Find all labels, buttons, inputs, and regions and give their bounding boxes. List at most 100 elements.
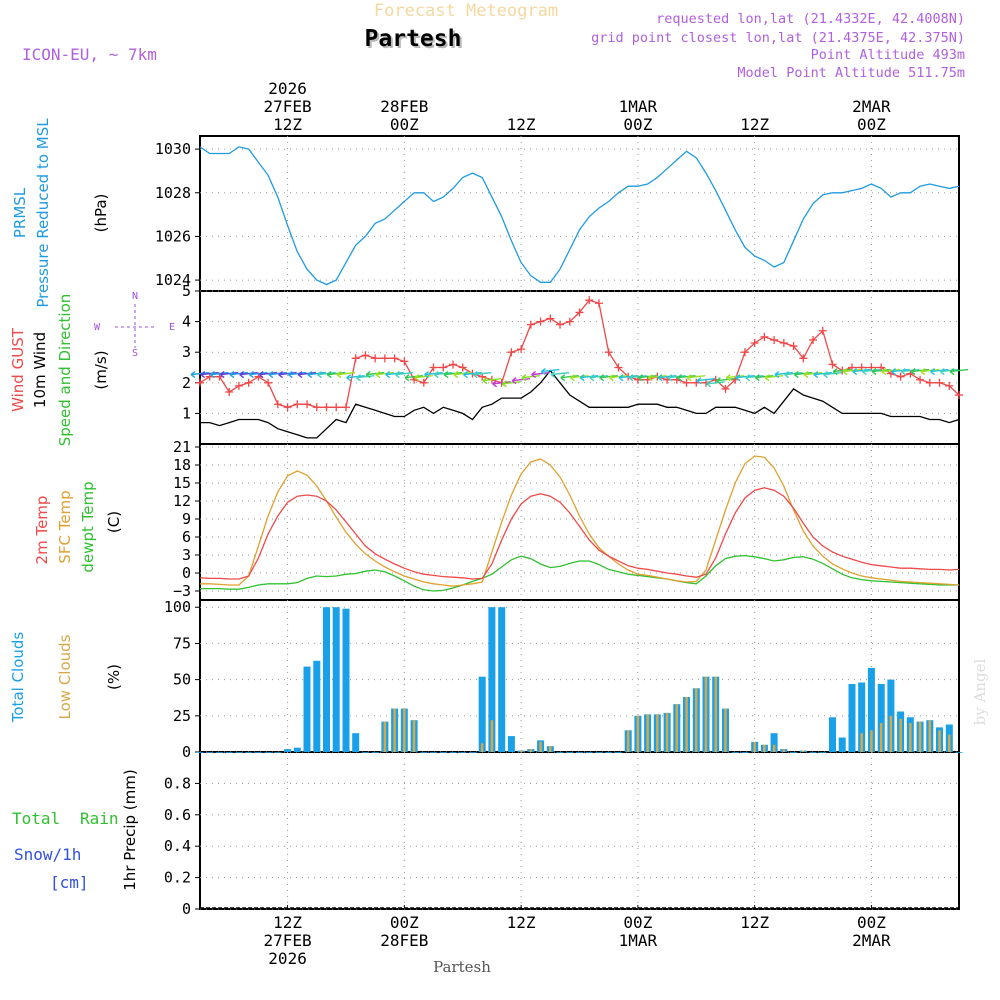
grid-point-coordinates: grid point closest lon,lat (21.4375E, 42… xyxy=(591,30,965,46)
wind-vector-arrow xyxy=(852,368,871,376)
wind-vector-arrow xyxy=(200,371,219,379)
low-cloud-bar xyxy=(948,734,951,752)
total-cloud-bar xyxy=(352,733,360,752)
pressure-panel xyxy=(199,135,960,292)
wind-tick-label: 4 xyxy=(182,313,191,331)
wind-gust-marker xyxy=(332,403,341,412)
wind-tick-label: 1 xyxy=(182,404,191,422)
low-cloud-bar xyxy=(529,749,533,752)
total-cloud-bar xyxy=(838,737,846,752)
low-clouds-label: Low Clouds xyxy=(56,634,74,719)
total-cloud-bar xyxy=(196,752,204,753)
low-cloud-bar xyxy=(685,697,688,752)
wind-vector-arrow xyxy=(501,380,521,388)
low-cloud-bar xyxy=(490,720,494,752)
low-cloud-bar xyxy=(480,743,484,752)
wind-vector-arrow xyxy=(764,374,784,382)
wind-vector-arrow xyxy=(511,377,531,385)
wind-vector-arrow xyxy=(433,371,453,379)
low-cloud-bar xyxy=(899,718,902,752)
pressure-tick-label: 1030 xyxy=(155,140,191,158)
low-cloud-bar xyxy=(675,704,678,752)
wind-labels: Wind GUST 10m Wind Speed and Direction (… xyxy=(9,291,175,446)
precip-axis-label: 1hr Precip (mm) xyxy=(121,769,139,890)
precip-tick-label: 0.8 xyxy=(164,774,191,792)
wind-vector-arrow xyxy=(667,374,686,382)
wind-tick-label: 5 xyxy=(182,282,191,300)
wind-vector-arrow xyxy=(832,368,852,376)
low-cloud-bar xyxy=(802,750,805,752)
bottom-time-label: 27FEB xyxy=(263,931,311,950)
wind-vector-arrow xyxy=(443,371,463,379)
total-cloud-bar xyxy=(459,752,467,753)
pressure-tick-label: 1028 xyxy=(155,184,191,202)
wind-vector-arrow xyxy=(540,368,560,376)
total-cloud-bar xyxy=(293,747,301,752)
wind-vector-arrow xyxy=(472,371,492,379)
compass-north: N xyxy=(132,291,138,302)
wind-vector-arrow xyxy=(297,371,317,379)
total-cloud-bar xyxy=(731,752,739,753)
wind-vector-arrow xyxy=(881,368,900,376)
wind-vector-arrow xyxy=(190,371,210,379)
wind-vector-arrow xyxy=(550,371,570,379)
low-cloud-bar xyxy=(636,715,640,752)
wind-vector-arrow xyxy=(871,368,891,376)
temperature-tick-label: 18 xyxy=(173,456,191,474)
clouds-tick-label: 75 xyxy=(173,634,191,652)
wind-gust-label: Wind GUST xyxy=(9,327,27,412)
bottom-time-label: 2MAR xyxy=(852,931,891,950)
low-cloud-bar xyxy=(860,733,863,752)
wind-gust-marker xyxy=(604,348,613,357)
total-cloud-bar xyxy=(585,752,593,753)
gridlines xyxy=(200,136,959,910)
low-cloud-bar xyxy=(656,714,659,752)
wind-vector-arrow xyxy=(531,371,550,379)
wind-vector-arrow xyxy=(463,371,482,379)
pressure-tick-label: 1024 xyxy=(155,271,191,289)
wind-vector-arrow xyxy=(589,374,609,382)
top-time-label: 00Z xyxy=(857,115,886,134)
temperature-tick-label: −3 xyxy=(173,582,191,600)
total-cloud-bar xyxy=(809,752,817,753)
top-time-label: 00Z xyxy=(390,115,419,134)
bottom-time-label: 2026 xyxy=(268,949,307,968)
wind-gust-marker xyxy=(955,391,963,400)
total-cloud-bar xyxy=(430,752,437,753)
clouds-tick-label: 0 xyxy=(182,743,191,761)
wind-gust-marker xyxy=(721,384,730,393)
temperature-tick-label: 15 xyxy=(173,474,191,492)
wind-vector-arrow xyxy=(891,368,910,376)
total-cloud-bar xyxy=(313,660,321,752)
wind-gust-marker xyxy=(526,320,535,329)
total-cloud-bar xyxy=(867,668,875,752)
bottom-time-label: 28FEB xyxy=(380,931,428,950)
wind-vector-arrow xyxy=(774,371,793,379)
wind-vector-arrow xyxy=(239,371,258,379)
total-cloud-bar xyxy=(488,607,496,752)
wind-vector-arrow xyxy=(638,374,657,382)
wind-gust-marker xyxy=(283,403,292,412)
compass-rose: N S W E xyxy=(94,291,175,359)
wind-gust-marker xyxy=(614,363,623,372)
wind-vector-arrow xyxy=(939,368,959,376)
wind-vector-arrow xyxy=(920,368,939,376)
pressure-tick-label: 1026 xyxy=(155,227,191,245)
wind-gust-marker xyxy=(361,351,370,360)
wind-gust-marker xyxy=(371,354,380,363)
total-cloud-bar xyxy=(342,608,350,752)
wind-vector-arrow xyxy=(793,371,813,379)
compass-south: S xyxy=(132,348,138,359)
wind-gust-marker xyxy=(458,363,467,372)
total-cloud-bar xyxy=(478,676,486,752)
low-cloud-bar xyxy=(393,708,396,752)
low-cloud-bar xyxy=(412,720,416,752)
wind-vector-arrow xyxy=(900,368,920,376)
total-cloud-bar xyxy=(332,607,340,752)
total-cloud-bar xyxy=(829,717,836,752)
location-title: Partesh xyxy=(365,26,462,52)
wind-vector-arrow xyxy=(949,368,969,376)
temp-dewpt-label: dewpt Temp xyxy=(79,481,97,572)
low-cloud-bar xyxy=(403,708,406,752)
